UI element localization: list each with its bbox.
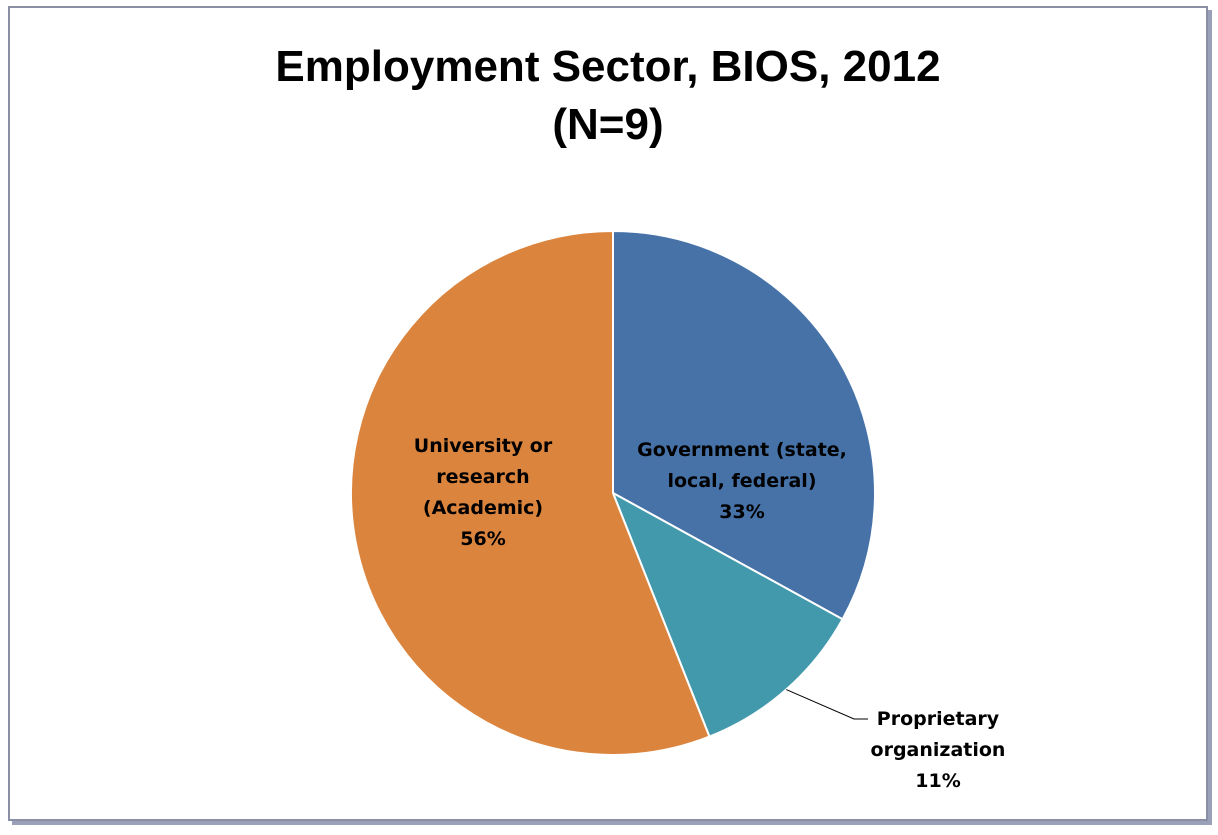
slice-label-1: Proprietary organization 11% — [871, 708, 1006, 792]
slice-label-0: Government (state, local, federal) 33% — [637, 439, 847, 523]
leader-line-1 — [786, 689, 868, 720]
chart-title-block: Employment Sector, BIOS, 2012 (N=9) — [10, 38, 1206, 154]
slice-label-2: University or research (Academic) 56% — [414, 435, 553, 550]
pie-slice-0 — [612, 229, 876, 621]
pie-slice-1 — [611, 490, 844, 738]
chart-title: Employment Sector, BIOS, 2012 — [275, 42, 941, 91]
chart-subtitle: (N=9) — [552, 100, 664, 149]
pie-slice-2 — [350, 229, 711, 756]
